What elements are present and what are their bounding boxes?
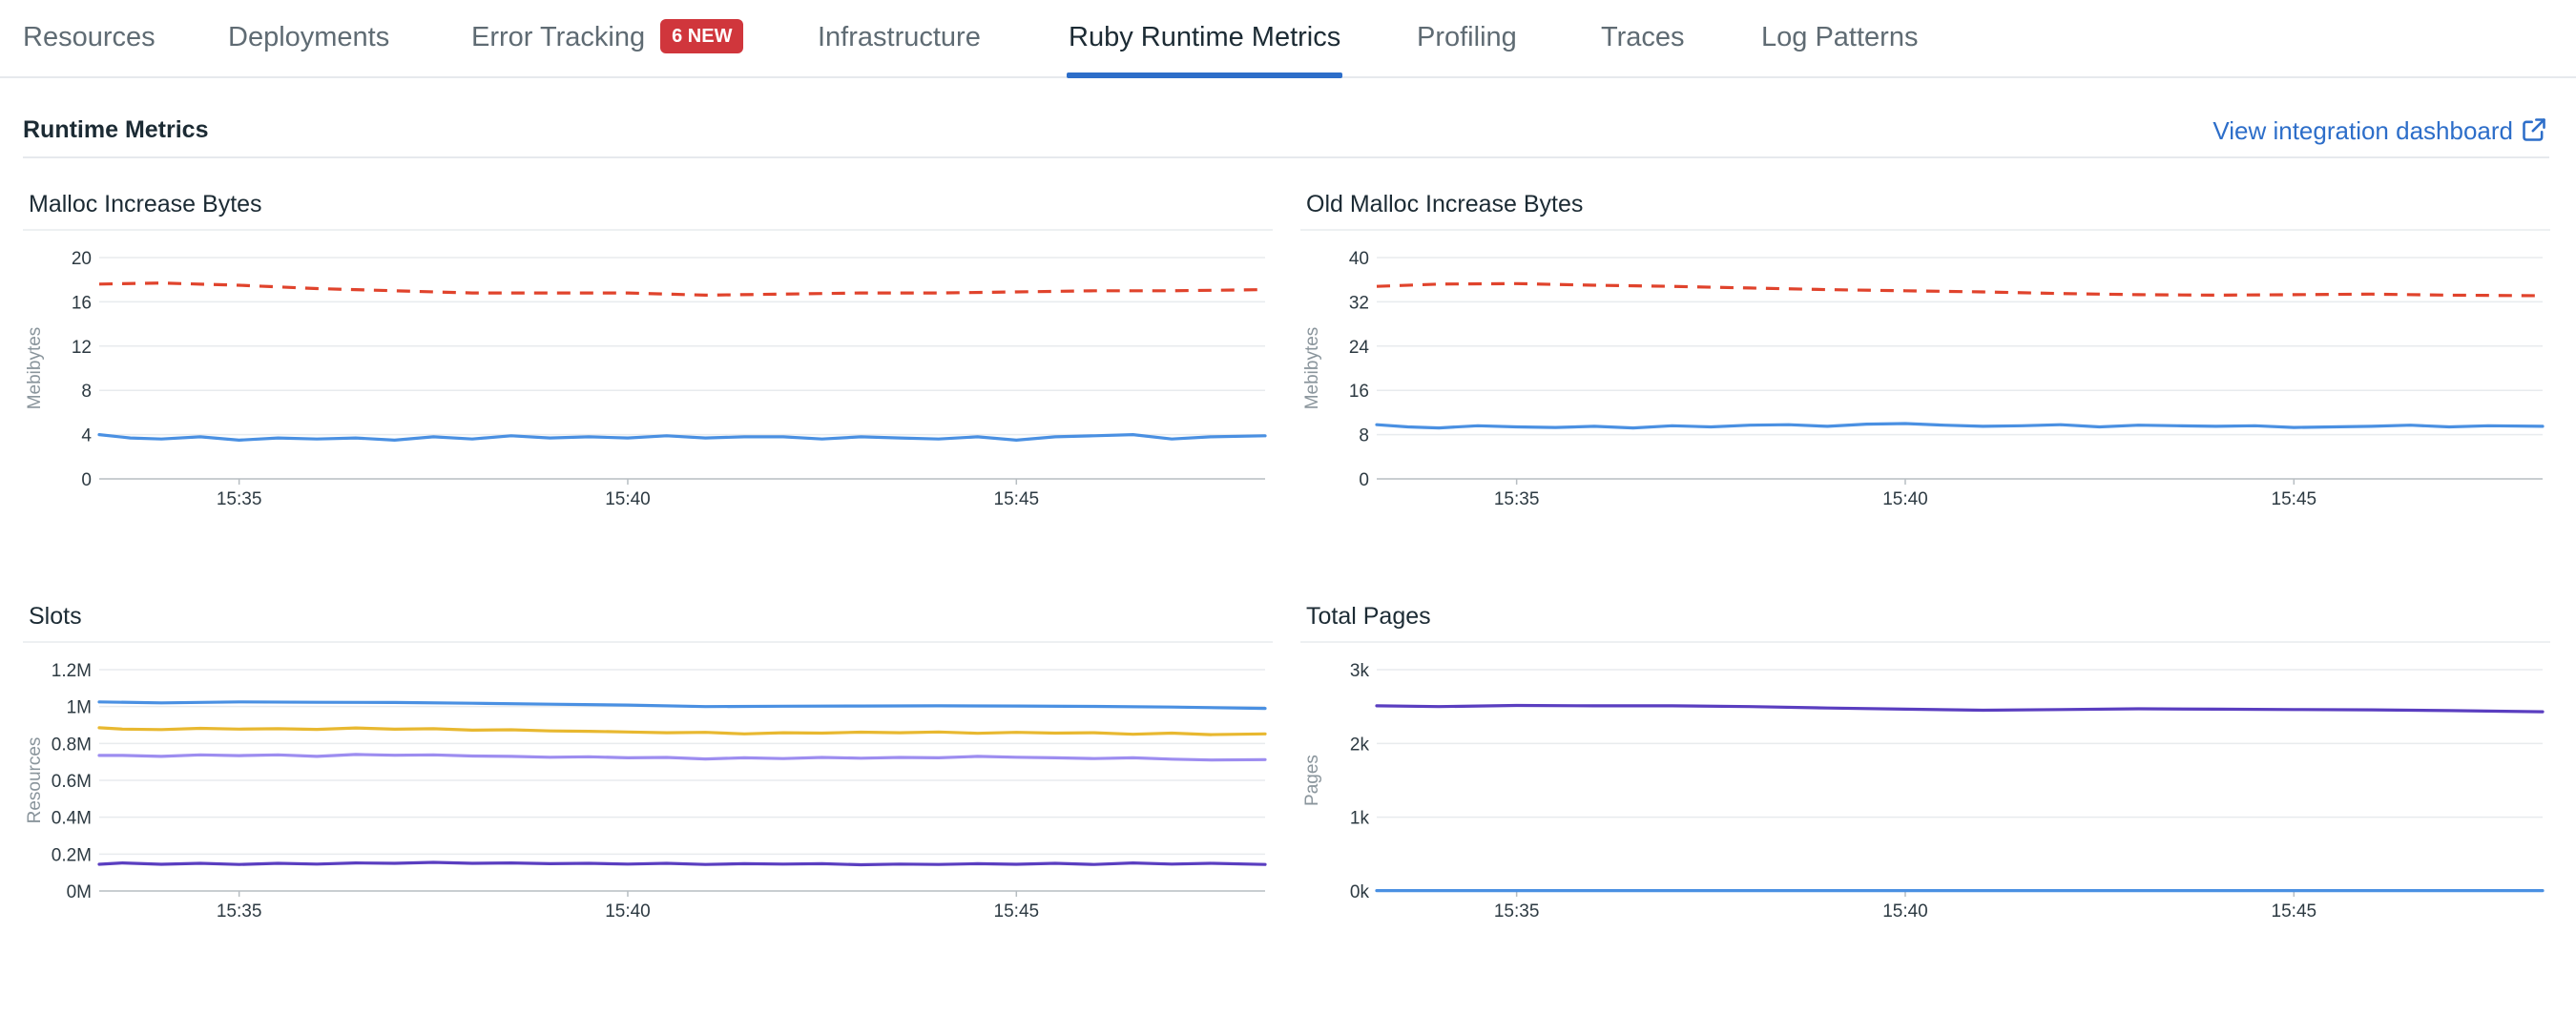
y-axis-label: Pages (1302, 755, 1322, 806)
y-tick-label: 0 (81, 470, 92, 490)
y-tick-label: 40 (1349, 249, 1369, 269)
x-tick-label: 15:45 (994, 489, 1040, 509)
y-tick-label: 3k (1350, 661, 1370, 681)
y-tick-label: 8 (1359, 426, 1369, 446)
panel-title: Slots (29, 603, 82, 630)
x-tick-label: 15:40 (605, 901, 651, 922)
y-axis-label: Mebibytes (25, 327, 45, 410)
old-malloc-increase-chart[interactable]: 0 8 16 24 32 40 15:35 15:40 15:45 Mebibytes (1300, 238, 2550, 553)
panel-title: Total Pages (1306, 603, 1431, 630)
y-tick-label: 24 (1349, 338, 1370, 358)
tab-label: Infrastructure (818, 22, 981, 52)
tab-log-patterns[interactable]: Log Patterns (1761, 0, 1918, 76)
x-tick-label: 15:35 (1494, 489, 1540, 509)
y-tick-label: 4 (81, 426, 92, 446)
tab-deployments[interactable]: Deployments (228, 0, 389, 76)
slots-chart[interactable]: 0M 0.2M 0.4M 0.6M 0.8M 1M 1.2M 15:35 15:40 15:45 R… (23, 651, 1273, 965)
x-tick-label: 15:40 (1882, 901, 1928, 922)
series-line-1 (1375, 422, 2545, 430)
tab-label: Resources (23, 22, 156, 52)
tab-bar: Resources Deployments Error Tracking 6 NE… (0, 0, 2576, 78)
malloc-increase-panel: Malloc Increase Bytes 0 4 8 12 16 20 15:35 15:4… (23, 191, 1273, 553)
slots-panel: Slots 0M 0.2M 0.4M 0.6M 0.8M 1M 1.2M 15:35 15:40… (23, 603, 1273, 965)
series-line-2 (97, 753, 1267, 762)
tab-label: Traces (1601, 22, 1685, 52)
x-tick-label: 15:35 (217, 489, 262, 509)
section-divider (23, 156, 2549, 158)
y-axis-label: Mebibytes (1302, 327, 1322, 410)
series-line-1 (97, 726, 1267, 736)
x-tick-label: 15:45 (994, 901, 1040, 922)
series-line-3 (97, 860, 1267, 867)
x-tick-label: 15:45 (2272, 489, 2317, 509)
y-tick-label: 0k (1350, 882, 1370, 902)
tab-label: Profiling (1417, 22, 1517, 52)
y-tick-label: 16 (1349, 382, 1369, 402)
total-pages-panel: Total Pages 0k 1k 2k 3k 15:35 15:40 15:45 Pages (1300, 603, 2550, 965)
y-tick-label: 0.2M (52, 845, 92, 865)
y-tick-label: 0M (67, 882, 92, 902)
x-tick-label: 15:45 (2272, 901, 2317, 922)
x-tick-label: 15:40 (1882, 489, 1928, 509)
old-malloc-increase-panel: Old Malloc Increase Bytes 0 8 16 24 32 40 15:3… (1300, 191, 2550, 553)
x-tick-label: 15:35 (217, 901, 262, 922)
panel-divider (23, 229, 1273, 231)
y-tick-label: 0.6M (52, 772, 92, 792)
tab-resources[interactable]: Resources (23, 0, 156, 76)
view-integration-dashboard-link[interactable]: View integration dashboard (2212, 116, 2547, 146)
panel-title: Old Malloc Increase Bytes (1306, 191, 1584, 218)
tab-label: Ruby Runtime Metrics (1069, 22, 1341, 52)
new-errors-badge: 6 NEW (660, 19, 744, 54)
y-axis-label: Resources (25, 737, 45, 824)
tab-label: Error Tracking (471, 22, 646, 52)
panel-title: Malloc Increase Bytes (29, 191, 262, 218)
panel-divider (1300, 641, 2550, 643)
x-tick-label: 15:40 (605, 489, 651, 509)
link-label: View integration dashboard (2212, 116, 2513, 145)
series-line-0 (1375, 703, 2545, 714)
external-link-icon (2523, 118, 2545, 141)
tab-error-tracking[interactable]: Error Tracking 6 NEW (471, 0, 744, 76)
y-tick-label: 0 (1359, 470, 1369, 490)
y-tick-label: 2k (1350, 735, 1370, 755)
series-line-0 (97, 700, 1267, 711)
y-tick-label: 1k (1350, 809, 1370, 829)
series-line-1 (97, 433, 1267, 442)
y-tick-label: 1.2M (52, 661, 92, 681)
panel-divider (1300, 229, 2550, 231)
y-tick-label: 8 (81, 382, 92, 402)
total-pages-chart[interactable]: 0k 1k 2k 3k 15:35 15:40 15:45 Pages (1300, 651, 2550, 965)
panel-divider (23, 641, 1273, 643)
y-tick-label: 0.8M (52, 735, 92, 755)
tab-ruby-runtime-metrics[interactable]: Ruby Runtime Metrics (1066, 0, 1343, 78)
y-tick-label: 32 (1349, 293, 1369, 313)
malloc-increase-chart[interactable]: 0 4 8 12 16 20 15:35 15:40 15:45 Mebibytes (23, 238, 1273, 553)
y-tick-label: 1M (67, 698, 92, 718)
y-tick-label: 16 (72, 293, 92, 313)
tab-label: Log Patterns (1761, 22, 1919, 52)
y-tick-label: 12 (72, 338, 92, 358)
series-line-0 (1376, 281, 2544, 298)
y-tick-label: 20 (72, 249, 92, 269)
tab-profiling[interactable]: Profiling (1417, 0, 1517, 76)
tab-infrastructure[interactable]: Infrastructure (818, 0, 981, 76)
section-title: Runtime Metrics (23, 116, 209, 143)
tab-label: Deployments (228, 22, 390, 52)
tab-traces[interactable]: Traces (1601, 0, 1685, 76)
x-tick-label: 15:35 (1494, 901, 1540, 922)
series-line-0 (98, 281, 1266, 298)
y-tick-label: 0.4M (52, 809, 92, 829)
